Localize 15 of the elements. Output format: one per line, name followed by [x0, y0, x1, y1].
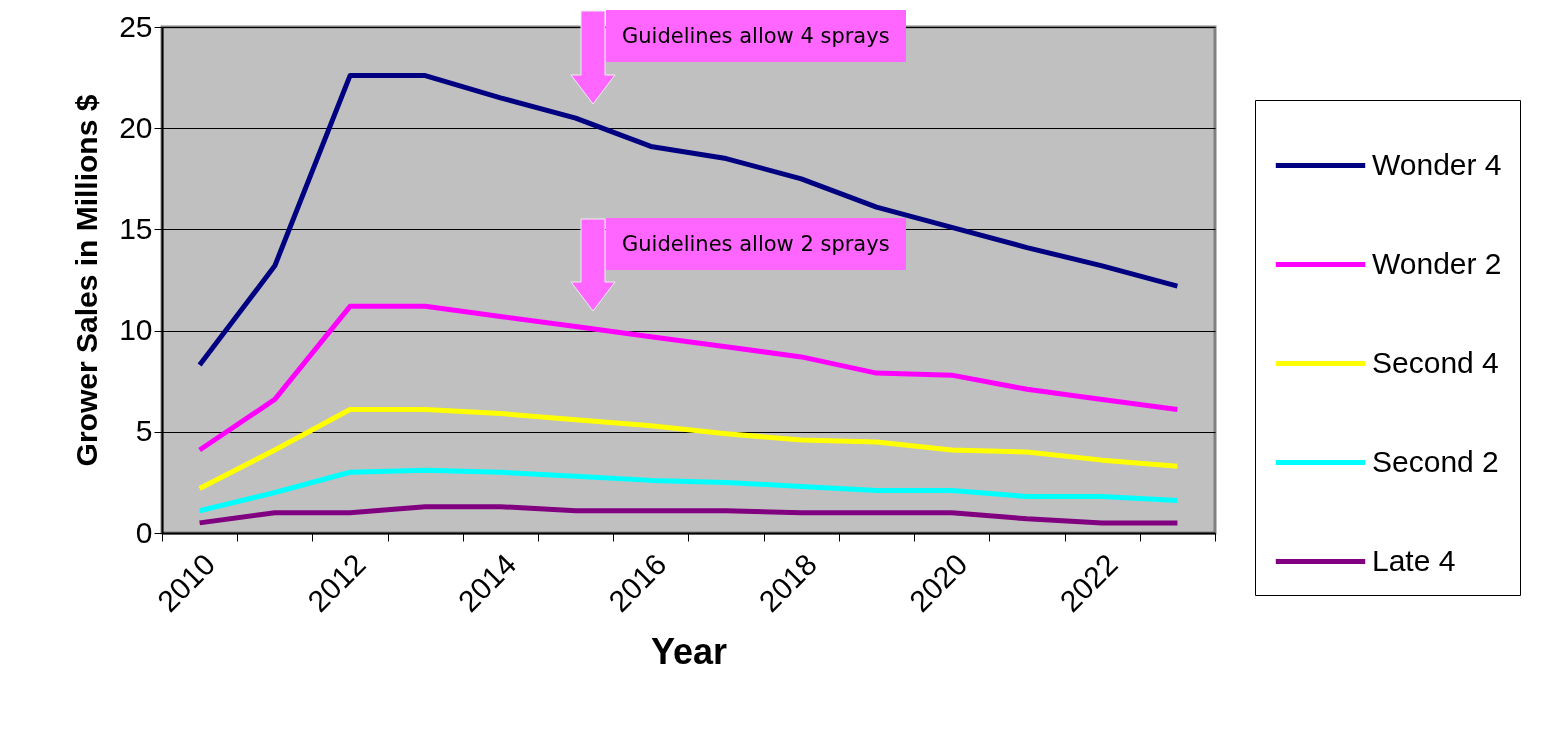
y-tick-label: 5 — [135, 414, 153, 448]
y-tick-label: 25 — [119, 9, 153, 43]
y-tick-label: 15 — [119, 211, 153, 245]
y-tick-label: 0 — [135, 515, 153, 549]
legend-label: Late 4 — [1372, 543, 1456, 577]
legend-label: Second 2 — [1372, 444, 1499, 478]
legend-label: Second 4 — [1372, 345, 1499, 379]
y-axis-title: Grower Sales in Millions $ — [70, 94, 104, 467]
annotation: Guidelines allow 4 sprays — [606, 10, 906, 62]
y-tick-label: 10 — [119, 313, 153, 347]
x-axis-title: Year — [650, 630, 728, 672]
annotation: Guidelines allow 2 sprays — [606, 218, 906, 270]
y-tick-label: 20 — [119, 110, 153, 144]
legend-label: Wonder 2 — [1372, 246, 1502, 280]
legend-label: Wonder 4 — [1372, 147, 1502, 181]
